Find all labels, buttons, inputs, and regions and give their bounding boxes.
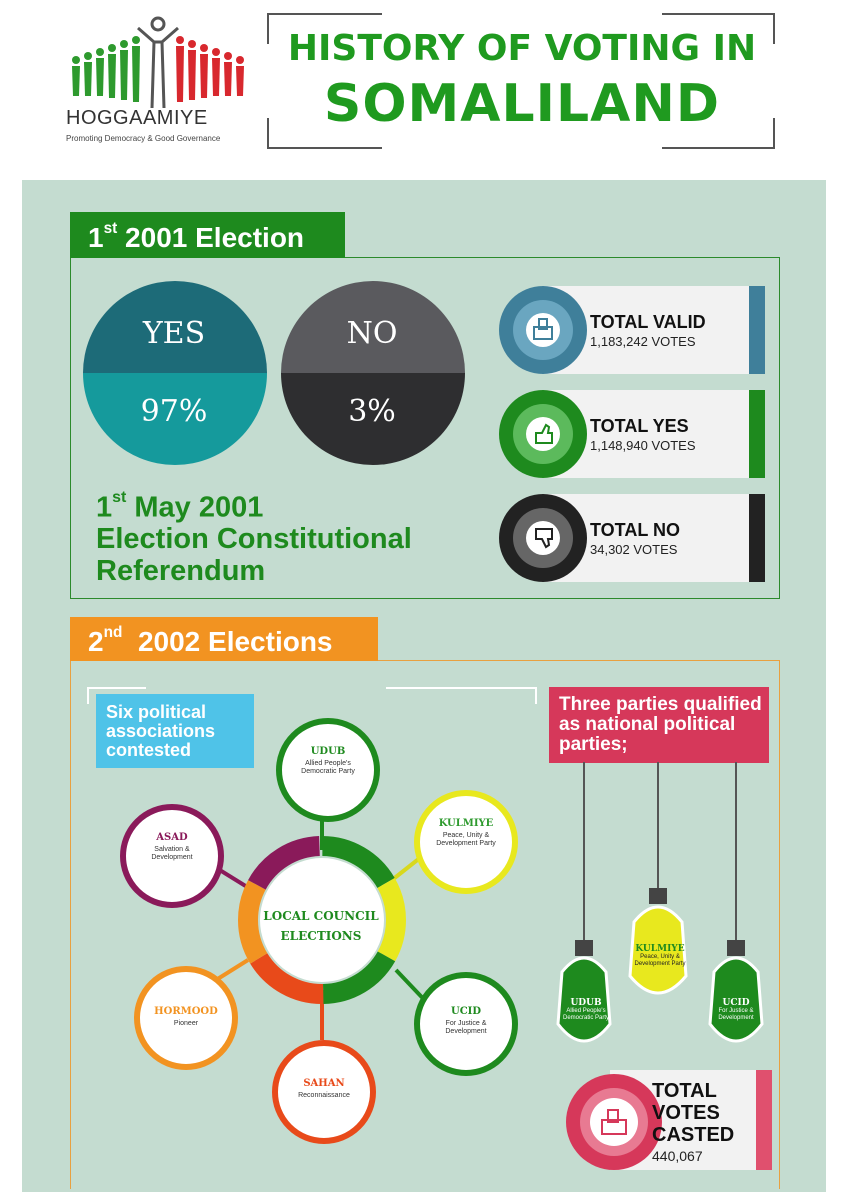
total-votes-card [564, 1068, 772, 1172]
no-circle [281, 281, 465, 465]
section2-frame [70, 660, 780, 1189]
logo-tagline: Promoting Democracy & Good Governance [66, 134, 221, 143]
node-udub: UDUB Allied People's Democratic Party [276, 718, 380, 822]
node-asad: ASAD Salvation & Development [120, 804, 224, 908]
section2-title: 2002 Elections [137, 625, 333, 657]
section1-tab: 1st 2001 Election [70, 212, 345, 258]
local-council-label: LOCAL COUNCIL ELECTIONS [263, 909, 379, 943]
stat-label: TOTAL YES [590, 416, 689, 436]
section1-ordinal: 1 [88, 221, 104, 253]
three-parties-box: Three parties qualified as national poli… [549, 687, 769, 763]
bulb-kulmiye: KULMIYE Peace, Unity & Development Party [634, 944, 686, 967]
caption-ordinal: 1 [96, 491, 113, 524]
bulb-udub: UDUB Allied People's Democratic Party [562, 998, 609, 1021]
stat-label: TOTAL VALID [590, 312, 706, 332]
ballot-box-icon [566, 1074, 662, 1170]
six-associations-box: Six political associations contested [96, 694, 254, 768]
caption-line3: Referendum [96, 555, 266, 588]
party-bulbs [556, 762, 764, 1043]
bulb-ucid: UCID For Justice & Development [718, 998, 754, 1021]
node-hormood: HORMOOD Pioneer [134, 966, 238, 1070]
caption-ordinal-sup: st [112, 489, 127, 506]
thumbs-up-icon [526, 417, 560, 451]
diagram-top-lines [87, 687, 537, 704]
node-ucid: UCID For Justice & Development [414, 972, 518, 1076]
no-percent: 3% [348, 394, 396, 429]
ballot-box-icon [526, 313, 560, 347]
title-frame [267, 13, 775, 149]
no-label: NO [346, 316, 398, 351]
section2-ordinal: 2 [88, 625, 104, 657]
logo-name: HOGGAAMIYE [66, 107, 208, 129]
logo-figures-icon [72, 16, 244, 109]
stat-value: 34,302 VOTES [590, 542, 678, 557]
section1-ordinal-sup: st [103, 220, 118, 237]
total-votes-value: 440,067 [652, 1148, 703, 1164]
referendum-caption: 1st May 2001 Election Constitutional Ref… [96, 482, 496, 587]
section1-title: 2001 Election [125, 221, 305, 253]
stat-value: 1,183,242 VOTES [590, 334, 696, 349]
yes-label: YES [142, 316, 206, 351]
total-votes-label: TOTAL VOTES CASTED [652, 1080, 735, 1146]
caption-line2: Election Constitutional [96, 523, 412, 556]
stat-card-total-no: TOTAL NO 34,302 VOTES [497, 492, 765, 584]
section1-frame [70, 257, 780, 599]
yes-percent: 97% [140, 394, 208, 429]
stat-card-total-valid: TOTAL VALID 1,183,242 VOTES [497, 284, 765, 376]
stat-label: TOTAL NO [590, 520, 680, 540]
page-title-line2: SOMALILAND [323, 74, 721, 134]
caption-line1: May 2001 [134, 491, 264, 524]
yes-circle [83, 281, 267, 465]
node-kulmiye: KULMIYE Peace, Unity & Development Party [414, 790, 518, 894]
node-sahan: SAHAN Reconnaissance [272, 1040, 376, 1144]
stat-card-total-yes: TOTAL YES 1,148,940 VOTES [497, 388, 765, 480]
hub-diagram [198, 800, 436, 1040]
page-title-line1: HISTORY OF VOTING IN [287, 28, 757, 69]
section2-ordinal-sup: nd [103, 624, 123, 641]
stat-value: 1,148,940 VOTES [590, 438, 696, 453]
thumbs-down-icon [526, 521, 560, 555]
section2-tab: 2nd 2002 Elections [70, 617, 378, 661]
